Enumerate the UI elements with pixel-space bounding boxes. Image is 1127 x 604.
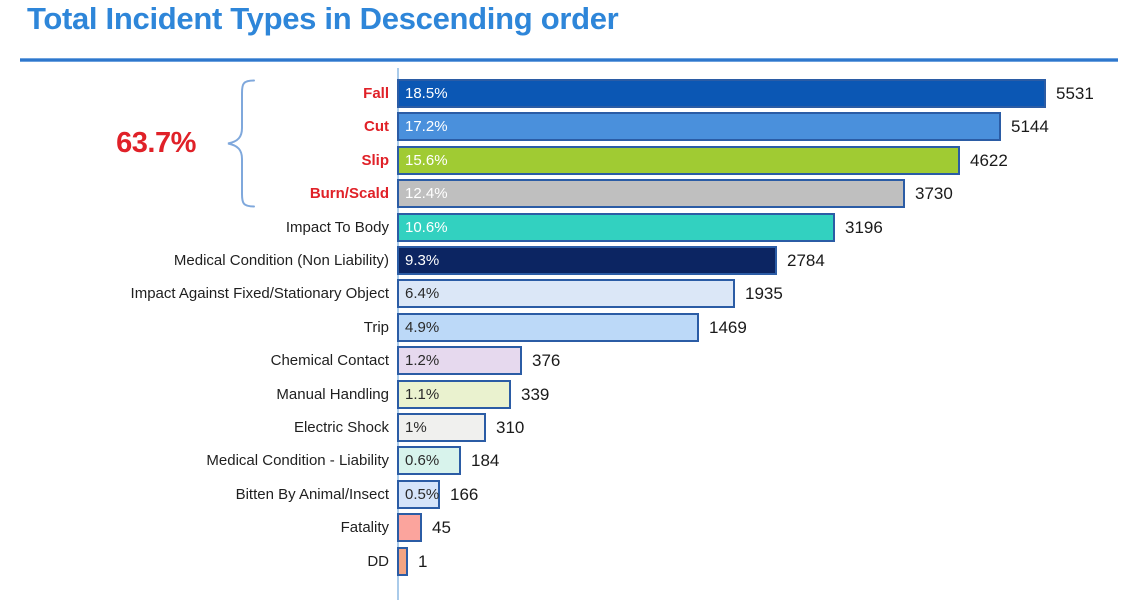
category-label: Chemical Contact <box>270 352 389 369</box>
bar-value-label: 2784 <box>787 251 825 270</box>
bar-value-label: 1469 <box>709 318 747 337</box>
bar-value-label: 4622 <box>970 151 1008 170</box>
bar-percent-label: 0.6% <box>405 452 440 469</box>
bar-value-label: 3730 <box>915 184 953 203</box>
category-label: Fall <box>363 85 389 102</box>
grouping-brace <box>227 79 255 208</box>
bar-value-label: 339 <box>521 385 550 404</box>
bar-percent-label: 9.3% <box>405 252 440 269</box>
category-label: Bitten By Animal/Insect <box>235 486 389 503</box>
bar <box>397 79 1046 108</box>
bar-value-label: 5144 <box>1011 117 1049 136</box>
bar-value-label: 1 <box>418 552 428 571</box>
bar <box>397 179 905 208</box>
bar-value-label: 184 <box>471 451 500 470</box>
category-label: Fatality <box>340 519 389 536</box>
chart-title: Total Incident Types in Descending order <box>27 1 619 36</box>
title-underline <box>20 58 1118 62</box>
bar-percent-label: 6.4% <box>405 285 440 302</box>
bar <box>397 480 440 509</box>
bar-percent-label: 1% <box>405 419 427 436</box>
category-label: Trip <box>363 319 389 336</box>
category-label: Medical Condition (Non Liability) <box>173 252 389 269</box>
bar-percent-label: 1.1% <box>405 386 440 403</box>
group-total-percentage: 63.7% <box>116 127 196 159</box>
bar-percent-label: 4.9% <box>405 319 440 336</box>
category-label: DD <box>367 553 389 570</box>
bar-value-label: 1935 <box>745 284 783 303</box>
bar <box>397 146 960 175</box>
category-label: Cut <box>364 118 389 135</box>
bar-percent-label: 15.6% <box>405 152 448 169</box>
bar-percent-label: 0.5% <box>405 486 440 503</box>
bar <box>397 279 735 308</box>
bar-percent-label: 1.2% <box>405 352 440 369</box>
bar <box>397 346 522 375</box>
bar-percent-label: 17.2% <box>405 118 448 135</box>
bar <box>397 380 511 409</box>
bar <box>397 446 461 475</box>
bar <box>397 413 486 442</box>
bar-value-label: 3196 <box>845 218 883 237</box>
bar-value-label: 45 <box>432 518 451 537</box>
bar-value-label: 310 <box>496 418 525 437</box>
bar <box>397 246 777 275</box>
bar <box>397 313 699 342</box>
bar-percent-label: 10.6% <box>405 219 448 236</box>
bar <box>397 513 422 542</box>
bar-value-label: 376 <box>532 351 561 370</box>
category-label: Burn/Scald <box>309 185 389 202</box>
bar-value-label: 5531 <box>1056 84 1094 103</box>
category-label: Slip <box>361 152 389 169</box>
category-label: Medical Condition - Liability <box>206 452 389 469</box>
category-label: Manual Handling <box>276 386 389 403</box>
category-label: Electric Shock <box>293 419 389 436</box>
bar <box>397 213 835 242</box>
bar-percent-label: 12.4% <box>405 185 448 202</box>
bar-percent-label: 18.5% <box>405 85 448 102</box>
category-label: Impact Against Fixed/Stationary Object <box>130 285 389 302</box>
bar <box>397 112 1001 141</box>
category-label: Impact To Body <box>285 219 389 236</box>
bar-value-label: 166 <box>450 485 479 504</box>
bar <box>397 547 408 576</box>
